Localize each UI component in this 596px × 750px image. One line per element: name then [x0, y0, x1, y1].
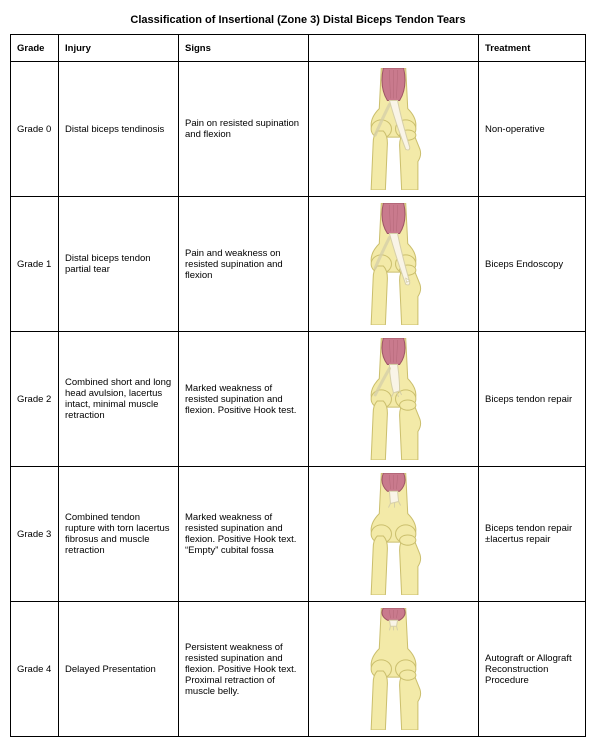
table-row: Grade 4Delayed PresentationPersistent we…: [11, 602, 586, 737]
cell-treatment: Biceps tendon repair: [479, 332, 586, 467]
cell-diagram: [309, 467, 479, 602]
anatomy-diagram: [311, 203, 476, 325]
cell-injury: Distal biceps tendon partial tear: [59, 197, 179, 332]
cell-injury: Delayed Presentation: [59, 602, 179, 737]
anatomy-diagram: [311, 338, 476, 460]
cell-signs: Marked weakness of resisted supination a…: [179, 332, 309, 467]
col-grade: Grade: [11, 35, 59, 62]
col-image: [309, 35, 479, 62]
cell-grade: Grade 3: [11, 467, 59, 602]
cell-signs: Marked weakness of resisted supination a…: [179, 467, 309, 602]
page-title: Classification of Insertional (Zone 3) D…: [10, 14, 586, 26]
cell-diagram: [309, 332, 479, 467]
cell-treatment: Biceps Endoscopy: [479, 197, 586, 332]
cell-signs: Pain on resisted supination and flexion: [179, 62, 309, 197]
cell-injury: Distal biceps tendinosis: [59, 62, 179, 197]
cell-treatment: Non-operative: [479, 62, 586, 197]
cell-grade: Grade 4: [11, 602, 59, 737]
cell-treatment: Biceps tendon repair ±lacertus repair: [479, 467, 586, 602]
table-row: Grade 0Distal biceps tendinosisPain on r…: [11, 62, 586, 197]
col-treatment: Treatment: [479, 35, 586, 62]
cell-diagram: [309, 197, 479, 332]
table-row: Grade 2Combined short and long head avul…: [11, 332, 586, 467]
cell-injury: Combined tendon rupture with torn lacert…: [59, 467, 179, 602]
table-row: Grade 3Combined tendon rupture with torn…: [11, 467, 586, 602]
anatomy-diagram: [311, 473, 476, 595]
cell-treatment: Autograft or Allograft Reconstruction Pr…: [479, 602, 586, 737]
cell-diagram: [309, 602, 479, 737]
cell-signs: Pain and weakness on resisted supination…: [179, 197, 309, 332]
cell-diagram: [309, 62, 479, 197]
cell-injury: Combined short and long head avulsion, l…: [59, 332, 179, 467]
col-injury: Injury: [59, 35, 179, 62]
classification-table: Grade Injury Signs Treatment Grade 0Dist…: [10, 34, 586, 737]
table-row: Grade 1Distal biceps tendon partial tear…: [11, 197, 586, 332]
cell-signs: Persistent weakness of resisted supinati…: [179, 602, 309, 737]
anatomy-diagram: [311, 68, 476, 190]
cell-grade: Grade 2: [11, 332, 59, 467]
table-header-row: Grade Injury Signs Treatment: [11, 35, 586, 62]
anatomy-diagram: [311, 608, 476, 730]
col-signs: Signs: [179, 35, 309, 62]
cell-grade: Grade 1: [11, 197, 59, 332]
cell-grade: Grade 0: [11, 62, 59, 197]
